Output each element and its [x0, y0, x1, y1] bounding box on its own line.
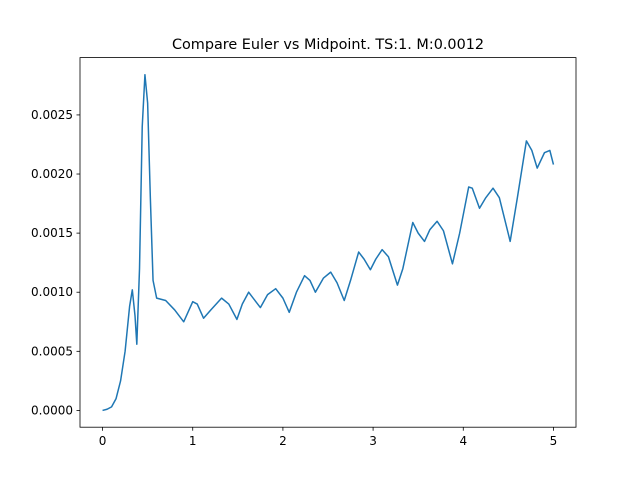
- x-tick-label: 1: [189, 434, 197, 448]
- y-tick-label: 0.0015: [31, 226, 73, 240]
- chart-title: Compare Euler vs Midpoint. TS:1. M:0.001…: [172, 37, 484, 53]
- plot-frame: [79, 57, 577, 428]
- x-tick-label: 4: [459, 434, 467, 448]
- x-tick-label: 3: [369, 434, 377, 448]
- x-tick-label: 0: [99, 434, 107, 448]
- y-tick-label: 0.0005: [31, 344, 73, 358]
- y-tick-label: 0.0025: [31, 108, 73, 122]
- y-tick-label: 0.0020: [31, 167, 73, 181]
- x-tick-label: 2: [279, 434, 287, 448]
- y-tick-label: 0.0000: [31, 403, 73, 417]
- x-tick-label: 5: [550, 434, 558, 448]
- data-line: [102, 73, 555, 412]
- y-tick-label: 0.0010: [31, 285, 73, 299]
